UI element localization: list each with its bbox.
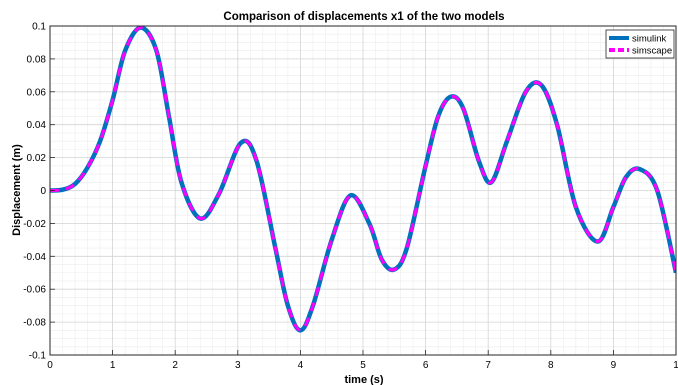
series-group	[50, 26, 676, 333]
y-tick-label: 0.04	[27, 120, 47, 131]
legend-box	[605, 29, 675, 59]
y-tick-label: 0.06	[27, 87, 47, 98]
x-tick-label: 8	[548, 360, 554, 371]
x-tick-label: 9	[611, 360, 617, 371]
y-axis-ticks: -0.1 -0.08 -0.06 -0.04 -0.02 0 0.02 0.04 0.06 0.0…	[23, 22, 55, 362]
x-tick-label: 0	[47, 360, 53, 371]
x-tick-label: 2	[172, 360, 178, 371]
series-line-simscape	[50, 26, 676, 332]
x-tick-label: 7	[485, 360, 491, 371]
x-axis-ticks: 0 1 2 3 4 5 6 7 8 9 1	[47, 350, 678, 371]
x-axis-label: time (s)	[344, 374, 383, 385]
y-tick-label: 0.02	[27, 153, 47, 164]
x-tick-label: 1	[673, 360, 678, 371]
legend-label-simscape: simscape	[632, 46, 672, 57]
x-tick-label: 6	[423, 360, 429, 371]
legend: simulink simscape	[605, 29, 675, 59]
x-tick-label: 4	[298, 360, 304, 371]
y-tick-label: -0.1	[29, 351, 47, 362]
chart-title: Comparison of displacements x1 of the tw…	[223, 11, 504, 23]
y-tick-label: -0.04	[23, 252, 46, 263]
y-tick-label: 0.08	[27, 54, 47, 65]
x-tick-label: 3	[235, 360, 241, 371]
x-tick-label: 1	[110, 360, 116, 371]
y-tick-label: -0.08	[23, 318, 46, 329]
y-tick-label: 0	[40, 186, 46, 197]
y-tick-label: -0.02	[23, 219, 46, 230]
y-tick-label: -0.06	[23, 285, 46, 296]
legend-label-simulink: simulink	[632, 34, 667, 45]
x-tick-label: 5	[360, 360, 366, 371]
y-tick-label: 0.1	[32, 22, 46, 33]
y-axis-label: Displacement (m)	[11, 144, 23, 236]
